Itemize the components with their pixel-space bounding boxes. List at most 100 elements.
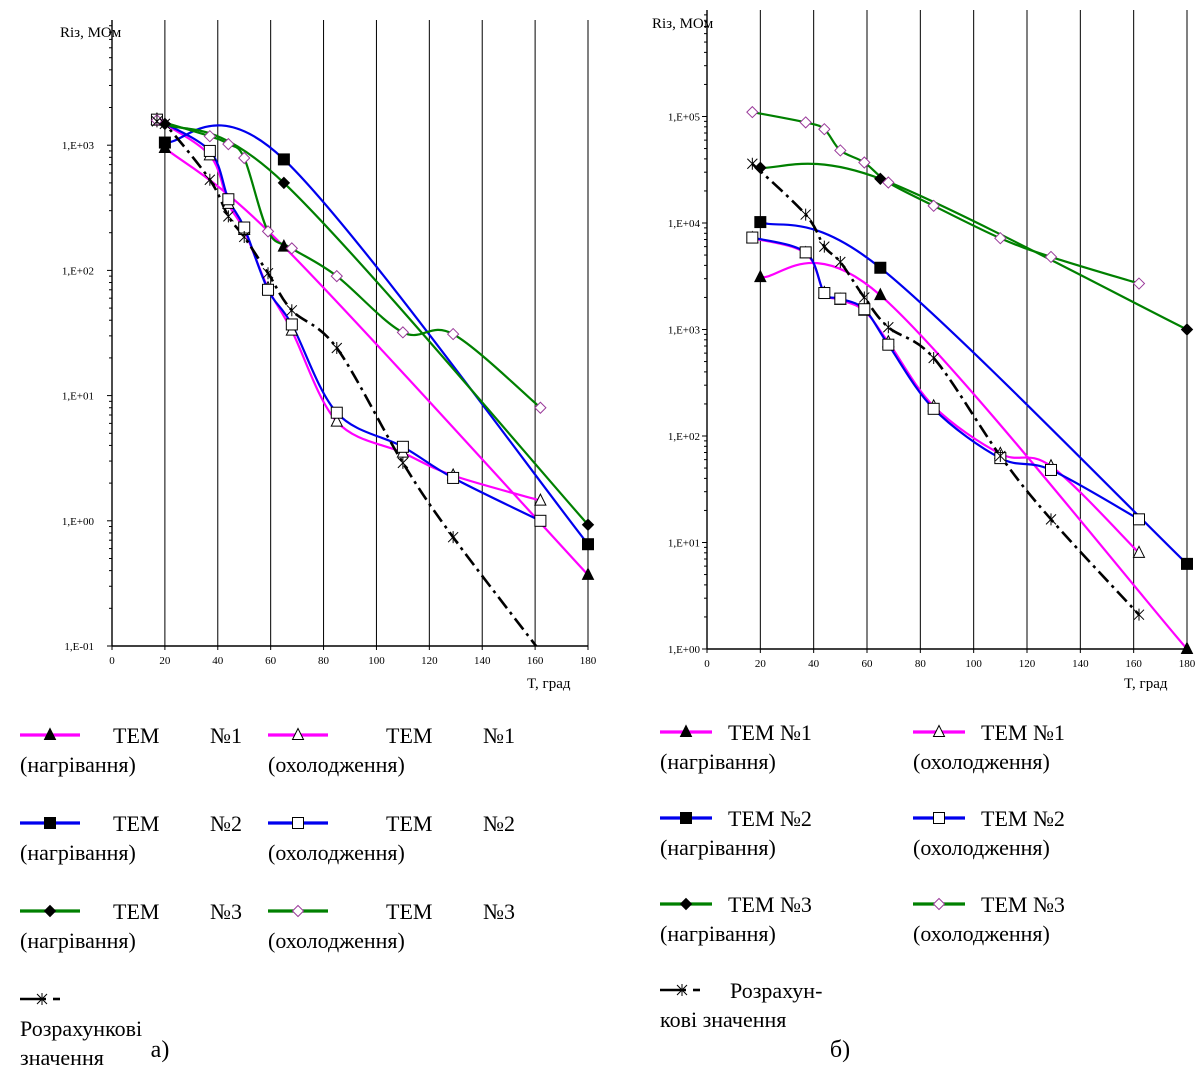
data-point-calc [858, 291, 870, 304]
y-tick-label: 1,E+03 [668, 325, 701, 337]
y-tick-label: 1,E+04 [668, 218, 701, 230]
data-point-s2h [158, 136, 171, 149]
data-point-s2h [754, 216, 767, 229]
legend: ТЕМ №1 (нагрівання) ТЕМ №1 (охолодження) ТЕМ… [660, 720, 1065, 1032]
x-axis-label: T, град [1124, 676, 1168, 692]
y-tick-label: 1,E+00 [668, 644, 701, 656]
legend-text: ТЕМ [113, 899, 159, 924]
legend-marker-s2h [680, 812, 692, 824]
legend-text: (нагрівання) [20, 752, 136, 777]
data-point-calc [818, 240, 830, 253]
data-point-s1c [1132, 545, 1146, 558]
data-point-s2c [858, 303, 871, 316]
series-line-s1c [156, 118, 541, 502]
legend-marker-s3h [679, 897, 693, 911]
data-point-s2c [927, 402, 940, 415]
legend-text: №2 [210, 811, 242, 836]
x-tick-label: 80 [318, 655, 330, 667]
legend: ТЕМ №1 (нагрівання) ТЕМ №1 (охолодження) ТЕМ №2… [20, 723, 515, 1070]
data-point-s3c [882, 176, 895, 189]
data-point-s3c [285, 242, 299, 255]
legend-text: (нагрівання) [20, 928, 136, 953]
data-point-s2c [203, 144, 216, 157]
legend-text: (охолодження) [268, 840, 405, 865]
legend-text: (охолодження) [268, 928, 405, 953]
data-point-s2c [799, 246, 812, 259]
data-point-calc [331, 341, 343, 354]
x-tick-label: 100 [368, 655, 385, 667]
x-tick-label: 20 [159, 655, 171, 667]
series-line-calc [155, 117, 538, 646]
data-point-s2c [1133, 513, 1145, 526]
data-point-s3c [222, 137, 235, 151]
series-line-s2h [759, 221, 1187, 565]
legend-text: ТЕМ №3 [728, 892, 812, 917]
data-point-s3c [330, 269, 343, 283]
series-line-s3h [760, 162, 1187, 331]
data-point-s2c [330, 406, 343, 419]
y-axis-label: Rіз, МОм [60, 25, 122, 41]
legend-marker-calc [36, 993, 48, 1005]
legend-marker-s1c [932, 724, 946, 737]
data-point-s3c [1132, 277, 1146, 290]
x-tick-label: 40 [212, 655, 224, 667]
legend-marker-s2h [44, 817, 56, 829]
data-point-s3c [994, 231, 1007, 245]
data-point-calc [834, 256, 846, 269]
x-tick-label: 100 [965, 658, 982, 670]
data-point-s3h [754, 161, 767, 174]
data-point-s3c [799, 116, 812, 129]
data-point-calc [882, 321, 894, 334]
x-tick-label: 80 [915, 658, 927, 670]
x-tick-label: 140 [474, 655, 491, 667]
panel-caption: а) [151, 1037, 170, 1063]
data-point-calc [1045, 513, 1057, 526]
legend-text: (охолодження) [913, 749, 1050, 774]
legend-text: (охолодження) [913, 921, 1050, 946]
legend-text: значення [20, 1045, 104, 1070]
legend-marker-s2c [292, 817, 304, 829]
data-point-s2c [534, 514, 547, 527]
series-line-calc [751, 162, 1140, 616]
x-tick-label: 20 [755, 658, 767, 670]
data-point-s3c [818, 122, 831, 136]
chart-panel-b: 0 20 40 60 80 100 120 140 160 180 1,E+00 1,E+01 1,E+… [652, 10, 1196, 1063]
legend-text: ТЕМ №2 [728, 806, 812, 831]
y-tick-label: 1,E+02 [668, 431, 700, 443]
data-point-s3h [581, 518, 595, 531]
legend-text: (охолодження) [913, 835, 1050, 860]
legend-text: ТЕМ №2 [981, 806, 1065, 831]
panel-caption: б) [830, 1037, 850, 1063]
legend-text: ТЕМ [113, 723, 159, 748]
x-tick-label: 60 [265, 655, 277, 667]
legend-text: (нагрівання) [20, 840, 136, 865]
legend-marker-s2c [933, 812, 945, 824]
data-point-s1c [534, 492, 547, 506]
data-point-s3h [277, 176, 291, 190]
data-point-calc [928, 352, 940, 364]
data-point-s2c [285, 318, 298, 331]
legend-marker-calc [676, 984, 688, 996]
series-line-s2c [156, 118, 541, 522]
legend-text: ТЕМ №1 [981, 720, 1065, 745]
x-tick-label: 0 [109, 655, 115, 667]
data-point-s2h [277, 153, 290, 166]
legend-marker-s1h [43, 727, 57, 740]
y-tick-label: 1,E+00 [62, 516, 95, 528]
data-point-calc [238, 230, 250, 243]
data-point-calc [204, 173, 216, 186]
data-point-calc [223, 210, 234, 223]
data-point-calc [397, 456, 409, 469]
data-point-s2c [396, 440, 409, 453]
data-point-s1c [330, 413, 344, 427]
legend-text: №1 [483, 723, 515, 748]
data-point-calc [286, 304, 298, 317]
plot-area [751, 111, 1187, 649]
y-axis-label: Rіз, МОм [652, 16, 714, 32]
legend-text: ТЕМ №1 [728, 720, 812, 745]
data-point-s2c [834, 292, 847, 305]
legend-text: (нагрівання) [660, 749, 776, 774]
legend-text: ТЕМ [386, 723, 432, 748]
series-line-s2c [752, 236, 1140, 521]
